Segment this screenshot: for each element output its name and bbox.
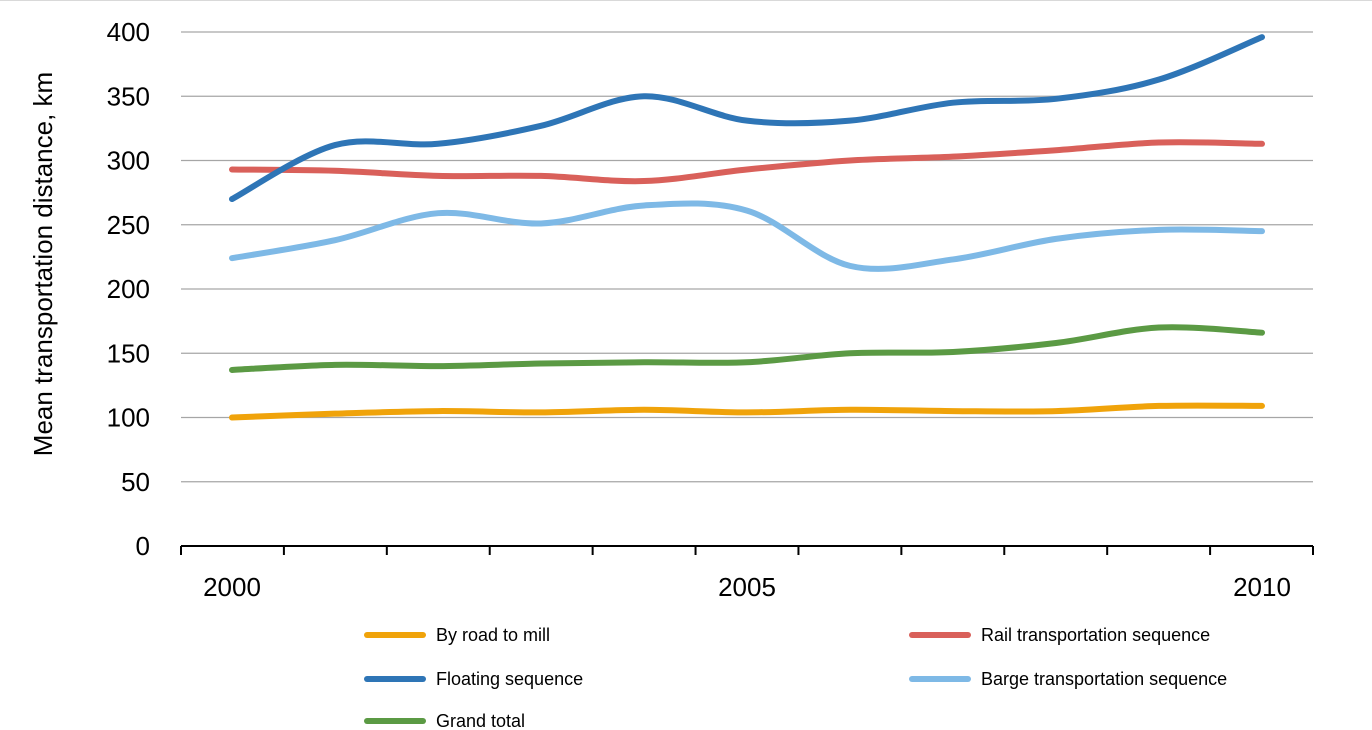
y-axis-tick-labels: 0 50 100 150 200 250 300 350 400 — [107, 17, 150, 561]
data-point — [641, 359, 647, 365]
legend-item-grand-total: Grand total — [364, 711, 525, 730]
series-lines — [229, 34, 1265, 421]
legend-label: Grand total — [436, 711, 525, 730]
data-point — [1156, 227, 1162, 233]
x-tick-label: 2010 — [1233, 572, 1291, 602]
data-point — [538, 173, 544, 179]
legend-label: By road to mill — [436, 625, 550, 645]
data-point — [538, 361, 544, 367]
data-point — [435, 210, 441, 216]
legend-label: Floating sequence — [436, 669, 583, 689]
y-tick-label: 400 — [107, 17, 150, 47]
data-point — [332, 362, 338, 368]
y-tick-label: 0 — [136, 531, 150, 561]
data-point — [1053, 408, 1059, 414]
y-tick-label: 200 — [107, 274, 150, 304]
gridlines — [181, 31, 1313, 483]
data-point — [1156, 325, 1162, 331]
legend-item-floating-sequence: Floating sequence — [364, 669, 583, 689]
data-point — [229, 415, 235, 421]
data-point — [744, 409, 750, 415]
y-tick-label: 300 — [107, 146, 150, 176]
y-tick-label: 350 — [107, 81, 150, 111]
data-point — [1259, 403, 1265, 409]
data-point — [1259, 228, 1265, 234]
data-point — [744, 359, 750, 365]
data-point — [847, 118, 853, 124]
legend-item-rail-transportation-sequence: Rail transportation sequence — [909, 625, 1210, 645]
data-point — [950, 100, 956, 106]
data-point — [435, 408, 441, 414]
data-point — [435, 173, 441, 179]
data-point — [229, 196, 235, 202]
data-point — [1156, 140, 1162, 146]
legend-label: Rail transportation sequence — [981, 625, 1210, 645]
data-point — [1156, 77, 1162, 83]
data-point — [641, 93, 647, 99]
data-point — [538, 123, 544, 129]
data-point — [332, 142, 338, 148]
x-axis-tick-labels: 2000 2005 2010 — [203, 572, 1291, 602]
data-point — [435, 363, 441, 369]
data-point — [847, 263, 853, 269]
y-tick-label: 250 — [107, 210, 150, 240]
series-line-rail-transportation-sequence — [229, 139, 1265, 185]
x-tick-label: 2000 — [203, 572, 261, 602]
data-point — [744, 208, 750, 214]
data-point — [1259, 330, 1265, 336]
data-point — [641, 178, 647, 184]
data-point — [950, 154, 956, 160]
data-point — [1053, 340, 1059, 346]
data-point — [229, 166, 235, 172]
legend-label: Barge transportation sequence — [981, 669, 1227, 689]
data-point — [641, 202, 647, 208]
y-axis-title: Mean transportation distance, km — [28, 72, 58, 456]
y-tick-label: 100 — [107, 403, 150, 433]
data-point — [950, 408, 956, 414]
series-line-grand-total — [229, 324, 1265, 373]
data-point — [1053, 147, 1059, 153]
data-point — [1259, 141, 1265, 147]
legend-item-barge-transportation-sequence: Barge transportation sequence — [909, 669, 1227, 689]
data-point — [1259, 34, 1265, 40]
data-point — [1053, 96, 1059, 102]
y-tick-label: 50 — [121, 467, 150, 497]
data-point — [744, 166, 750, 172]
data-point — [847, 350, 853, 356]
data-point — [332, 411, 338, 417]
y-tick-label: 150 — [107, 338, 150, 368]
series-line-barge-transportation-sequence — [229, 200, 1265, 272]
data-point — [435, 141, 441, 147]
data-point — [847, 158, 853, 164]
x-tick-label: 2005 — [718, 572, 776, 602]
series-line-floating-sequence — [229, 34, 1265, 203]
legend-item-by-road-to-mill: By road to mill — [364, 625, 550, 645]
data-point — [950, 349, 956, 355]
data-point — [641, 407, 647, 413]
data-point — [538, 220, 544, 226]
series-line-by-road-to-mill — [229, 402, 1265, 421]
legend: By road to mill Rail transportation seque… — [364, 625, 1227, 730]
data-point — [229, 255, 235, 261]
data-point — [847, 407, 853, 413]
data-point — [1156, 403, 1162, 409]
data-point — [950, 256, 956, 262]
data-point — [538, 409, 544, 415]
data-point — [229, 367, 235, 373]
data-point — [744, 118, 750, 124]
x-axis — [180, 545, 1314, 555]
data-point — [332, 168, 338, 174]
data-point — [332, 237, 338, 243]
data-point — [1053, 236, 1059, 242]
